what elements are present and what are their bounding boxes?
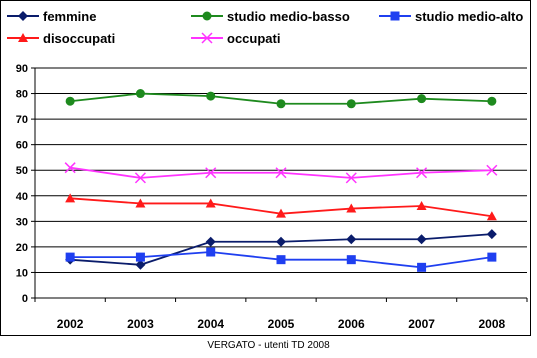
data-point — [487, 252, 497, 262]
legend-entry: studio medio-basso — [227, 9, 350, 24]
data-point — [135, 259, 146, 270]
data-point — [135, 89, 145, 99]
data-point — [486, 229, 497, 240]
x-tick-label: 2004 — [197, 317, 224, 331]
x-tick-label: 2003 — [127, 317, 154, 331]
data-point — [206, 247, 216, 257]
data-point — [345, 172, 357, 184]
y-tick-label: 80 — [16, 89, 28, 101]
data-point — [276, 236, 286, 247]
data-point — [276, 208, 286, 218]
data-point — [346, 203, 357, 213]
legend-marker — [18, 33, 28, 42]
data-point — [276, 255, 286, 265]
data-point — [346, 99, 356, 109]
data-point — [486, 164, 498, 176]
data-point — [65, 193, 76, 203]
data-point — [416, 201, 427, 210]
x-tick-label: 2002 — [57, 317, 84, 331]
data-point — [416, 167, 428, 179]
legend-entry: occupati — [227, 31, 280, 46]
data-point — [205, 167, 217, 179]
data-point — [486, 211, 497, 221]
y-tick-label: 40 — [16, 191, 28, 203]
data-point — [206, 91, 216, 101]
data-point — [65, 252, 75, 262]
y-tick-label: 50 — [16, 165, 28, 177]
y-tick-label: 60 — [16, 140, 28, 152]
line-chart: 0 10 20 30 40 50 60 70 80 90 2002 2003 2004 2005 2006 2… — [7, 9, 528, 331]
x-tick-label: 2005 — [268, 317, 295, 331]
legend-marker — [390, 11, 400, 21]
chart-caption: VERGATO - utenti TD 2008 — [207, 340, 330, 351]
chart-frame: 0 10 20 30 40 50 60 70 80 90 2002 2003 2004 2005 2006 2… — [0, 0, 531, 336]
data-point — [275, 167, 287, 179]
legend-marker — [201, 32, 213, 44]
data-point — [205, 198, 216, 208]
data-point — [205, 236, 216, 247]
data-point — [417, 94, 427, 104]
legend-entry: studio medio-alto — [415, 9, 523, 24]
x-tick-label: 2007 — [408, 317, 435, 331]
y-tick-label: 90 — [16, 63, 28, 75]
y-tick-label: 20 — [16, 242, 28, 254]
data-point — [135, 252, 145, 262]
data-point — [346, 255, 356, 265]
data-point — [487, 96, 497, 106]
data-point — [135, 198, 146, 208]
x-tick-label: 2006 — [338, 317, 365, 331]
data-point — [276, 99, 286, 109]
data-point — [65, 96, 75, 106]
legend-entry: disoccupati — [43, 31, 115, 46]
x-tick-label: 2008 — [479, 317, 506, 331]
legend-entry: femmine — [43, 9, 96, 24]
y-tick-label: 70 — [16, 114, 28, 126]
data-point — [134, 172, 146, 184]
y-tick-label: 0 — [22, 293, 28, 305]
data-point — [64, 162, 76, 174]
data-point — [417, 262, 427, 272]
data-point — [416, 234, 427, 245]
legend-marker — [18, 11, 28, 21]
y-tick-label: 10 — [16, 267, 28, 279]
y-tick-label: 30 — [16, 216, 28, 228]
data-point — [346, 234, 357, 245]
legend-marker — [202, 11, 212, 21]
